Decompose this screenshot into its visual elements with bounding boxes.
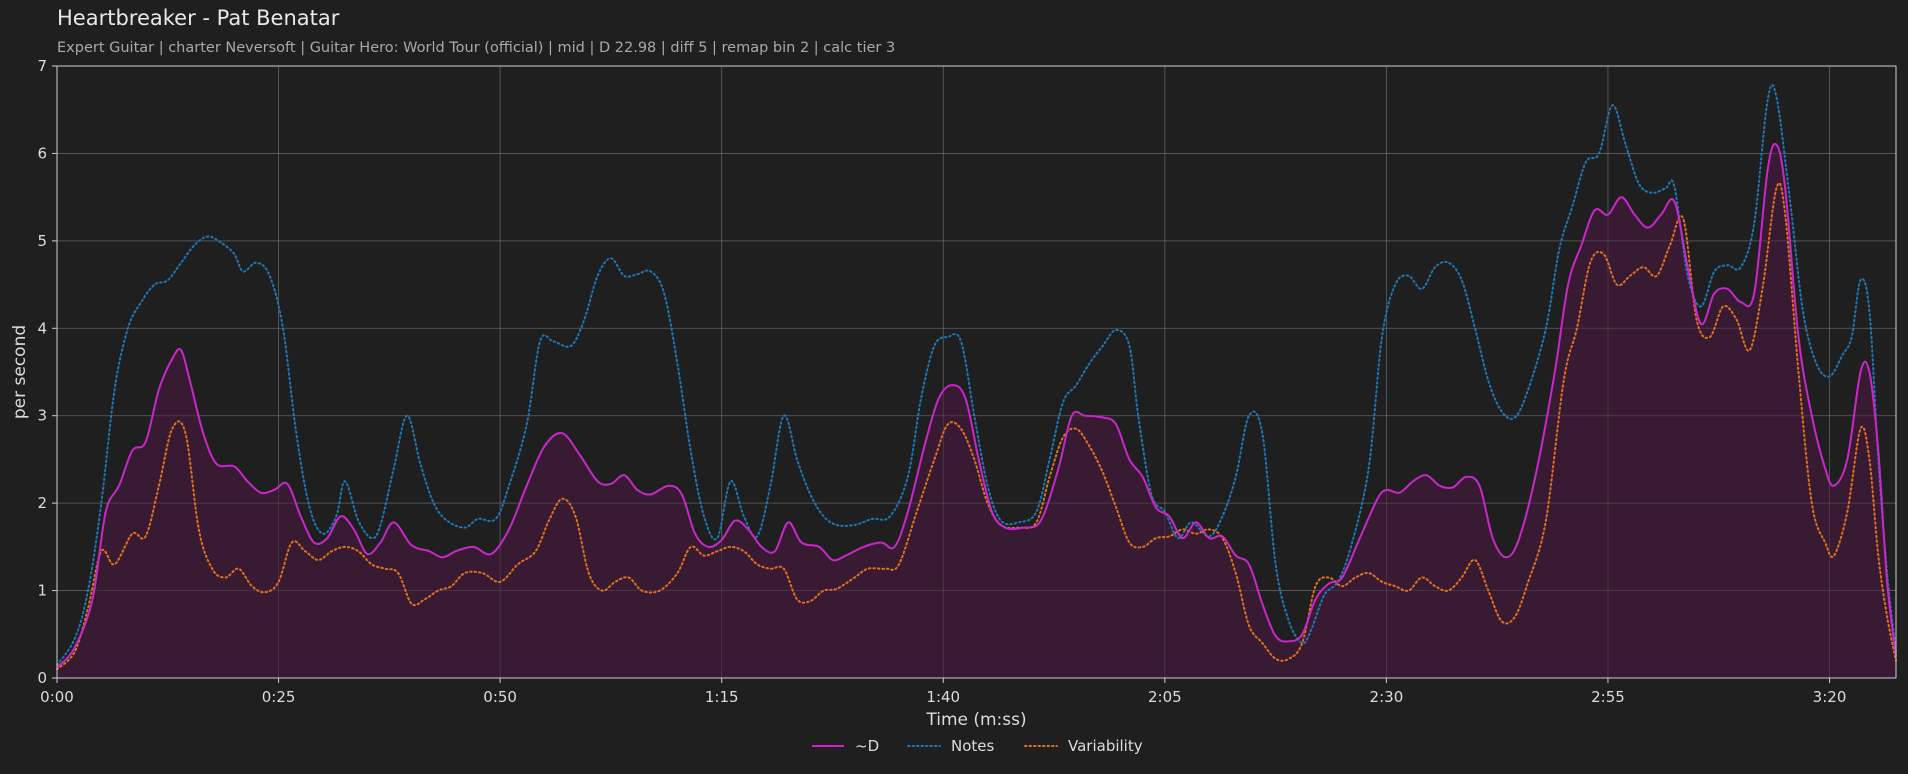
x-tick-label: 2:30 xyxy=(1370,688,1404,706)
x-tick-label: 0:25 xyxy=(262,688,296,706)
series-line-d xyxy=(56,142,1897,669)
d-area-fill xyxy=(57,143,1896,678)
y-tick-label: 4 xyxy=(37,319,47,337)
x-tick-label: 3:20 xyxy=(1813,688,1847,706)
x-tick-label: 0:00 xyxy=(40,688,74,706)
x-tick-label: 1:40 xyxy=(926,688,960,706)
legend-variability-label: Variability xyxy=(1068,737,1143,755)
x-tick-label: 2:05 xyxy=(1148,688,1182,706)
y-tick-label: 7 xyxy=(37,57,47,75)
y-tick-label: 0 xyxy=(37,669,47,687)
y-tick-label: 1 xyxy=(37,582,47,600)
y-tick-label: 5 xyxy=(37,232,47,250)
y-tick-label: 2 xyxy=(37,494,47,512)
y-axis-label: per second xyxy=(10,325,30,419)
y-tick-label: 3 xyxy=(37,407,47,425)
legend-notes-label: Notes xyxy=(951,737,995,755)
x-tick-label: 2:55 xyxy=(1591,688,1625,706)
chart-title: Heartbreaker - Pat Benatar xyxy=(57,6,340,30)
x-tick-label: 1:15 xyxy=(705,688,739,706)
chart-subtitle: Expert Guitar | charter Neversoft | Guit… xyxy=(57,40,896,56)
series-line-notes xyxy=(56,83,1897,666)
plot-frame xyxy=(56,65,1897,679)
x-tick-label: 0:50 xyxy=(483,688,517,706)
y-tick-label: 6 xyxy=(37,144,47,162)
legend-d-label: ~D xyxy=(855,737,879,755)
x-axis-label: Time (m:ss) xyxy=(925,710,1026,730)
